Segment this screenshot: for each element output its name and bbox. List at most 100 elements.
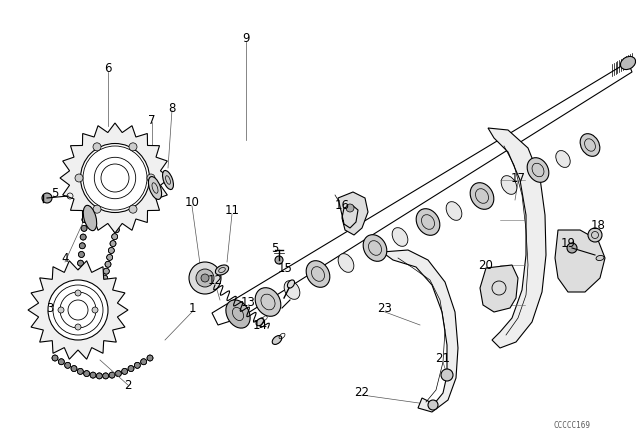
Polygon shape — [488, 128, 546, 348]
Ellipse shape — [470, 183, 494, 209]
Circle shape — [113, 227, 119, 233]
Circle shape — [84, 190, 91, 197]
Ellipse shape — [338, 254, 354, 272]
Circle shape — [81, 143, 150, 212]
Circle shape — [428, 400, 438, 410]
Circle shape — [116, 213, 123, 219]
Polygon shape — [60, 123, 170, 233]
Circle shape — [100, 282, 106, 288]
Circle shape — [111, 234, 118, 240]
Text: 17: 17 — [511, 172, 525, 185]
Ellipse shape — [284, 280, 300, 299]
Circle shape — [196, 269, 214, 287]
Circle shape — [141, 359, 147, 365]
Circle shape — [129, 205, 137, 213]
Ellipse shape — [501, 176, 517, 194]
Text: 20: 20 — [479, 258, 493, 271]
Text: 5: 5 — [271, 241, 278, 254]
Text: 12: 12 — [207, 273, 223, 287]
Ellipse shape — [596, 255, 604, 261]
Circle shape — [128, 366, 134, 371]
Text: 10: 10 — [184, 195, 200, 208]
Circle shape — [201, 274, 209, 282]
Circle shape — [79, 251, 84, 258]
Circle shape — [92, 307, 98, 313]
Circle shape — [120, 199, 126, 205]
Circle shape — [86, 182, 92, 188]
Circle shape — [58, 307, 64, 313]
Polygon shape — [480, 265, 518, 312]
Circle shape — [125, 178, 131, 185]
Circle shape — [107, 254, 113, 260]
Circle shape — [133, 144, 140, 150]
Circle shape — [81, 225, 87, 231]
Circle shape — [42, 193, 52, 203]
Text: 9: 9 — [243, 31, 250, 44]
Text: 2: 2 — [124, 379, 132, 392]
Circle shape — [441, 369, 453, 381]
Circle shape — [77, 368, 83, 375]
Circle shape — [84, 370, 90, 377]
Text: 21: 21 — [435, 352, 451, 365]
Circle shape — [134, 362, 140, 368]
Circle shape — [89, 147, 95, 153]
Text: 7: 7 — [148, 113, 156, 126]
Circle shape — [71, 366, 77, 371]
Circle shape — [102, 373, 109, 379]
Circle shape — [109, 372, 115, 378]
Text: 6: 6 — [104, 61, 112, 74]
Circle shape — [52, 355, 58, 361]
Ellipse shape — [226, 300, 250, 328]
Circle shape — [588, 228, 602, 242]
Ellipse shape — [272, 336, 282, 345]
Ellipse shape — [527, 158, 549, 182]
Text: 8: 8 — [168, 102, 176, 115]
Ellipse shape — [392, 228, 408, 246]
Text: 22: 22 — [355, 385, 369, 399]
Ellipse shape — [216, 265, 228, 275]
Text: 14: 14 — [253, 319, 268, 332]
Circle shape — [83, 208, 89, 214]
Circle shape — [97, 373, 102, 379]
Ellipse shape — [620, 56, 636, 69]
Circle shape — [77, 260, 84, 266]
Polygon shape — [28, 261, 128, 359]
Circle shape — [88, 156, 94, 162]
Text: 5: 5 — [51, 186, 59, 199]
Text: 11: 11 — [225, 203, 239, 216]
Circle shape — [87, 164, 93, 170]
Circle shape — [75, 290, 81, 296]
Circle shape — [86, 173, 92, 179]
Circle shape — [275, 256, 283, 264]
Ellipse shape — [256, 319, 264, 326]
Circle shape — [77, 269, 83, 275]
Circle shape — [93, 205, 101, 213]
Ellipse shape — [148, 177, 161, 199]
Circle shape — [75, 286, 81, 292]
Circle shape — [132, 151, 138, 157]
Circle shape — [129, 164, 134, 171]
Circle shape — [147, 355, 153, 361]
Circle shape — [130, 158, 136, 164]
Ellipse shape — [83, 205, 97, 231]
Text: 16: 16 — [335, 198, 349, 211]
Circle shape — [127, 172, 132, 177]
Circle shape — [115, 220, 121, 226]
Polygon shape — [555, 230, 605, 292]
Circle shape — [84, 199, 90, 205]
Circle shape — [147, 174, 155, 182]
Circle shape — [58, 359, 65, 365]
Circle shape — [135, 137, 141, 143]
Circle shape — [74, 295, 80, 301]
Circle shape — [122, 368, 127, 375]
Circle shape — [103, 268, 109, 274]
Circle shape — [48, 280, 108, 340]
Text: 13: 13 — [241, 296, 255, 309]
Text: CCCCC169: CCCCC169 — [553, 421, 590, 430]
Circle shape — [122, 192, 127, 198]
Ellipse shape — [416, 209, 440, 235]
Ellipse shape — [163, 171, 173, 190]
Circle shape — [80, 234, 86, 240]
Circle shape — [108, 247, 115, 254]
Polygon shape — [338, 192, 368, 235]
